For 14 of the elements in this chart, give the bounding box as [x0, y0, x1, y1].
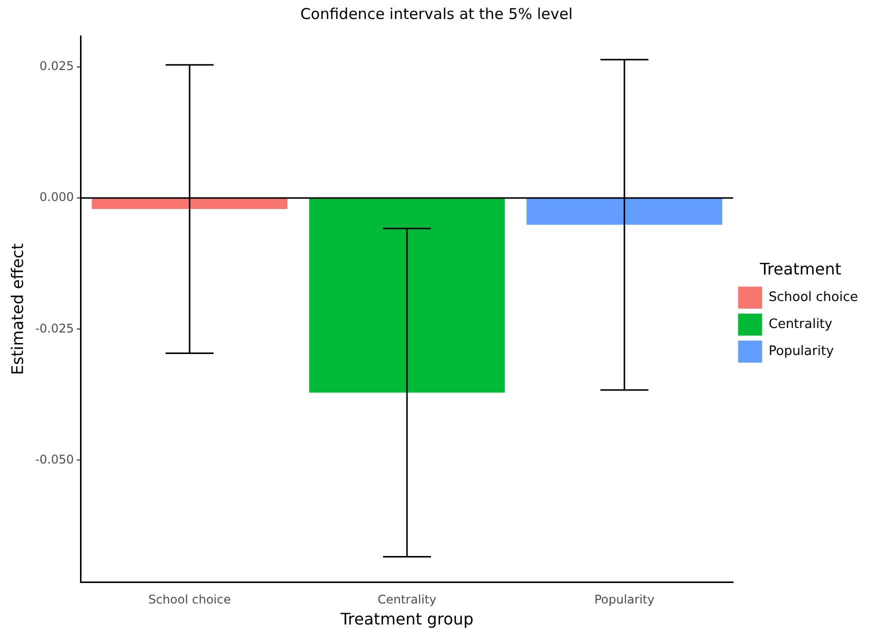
x-tick-label: Popularity: [594, 592, 654, 607]
x-axis-title: Treatment group: [340, 610, 474, 629]
chart-title: Confidence intervals at the 5% level: [300, 4, 573, 23]
legend-label: Popularity: [768, 344, 834, 359]
legend-label: Centrality: [768, 316, 833, 332]
x-tick-label: School choice: [148, 592, 231, 607]
legend-label: School choice: [768, 290, 858, 305]
legend-title: Treatment: [758, 260, 842, 279]
y-tick-label: -0.050: [35, 452, 74, 466]
y-tick-label: -0.025: [35, 321, 74, 336]
x-tick-label: Centrality: [378, 592, 436, 607]
y-axis-title: Estimated effect: [8, 243, 27, 376]
y-tick-label: 0.000: [40, 190, 74, 204]
y-tick-label: 0.025: [40, 59, 74, 74]
